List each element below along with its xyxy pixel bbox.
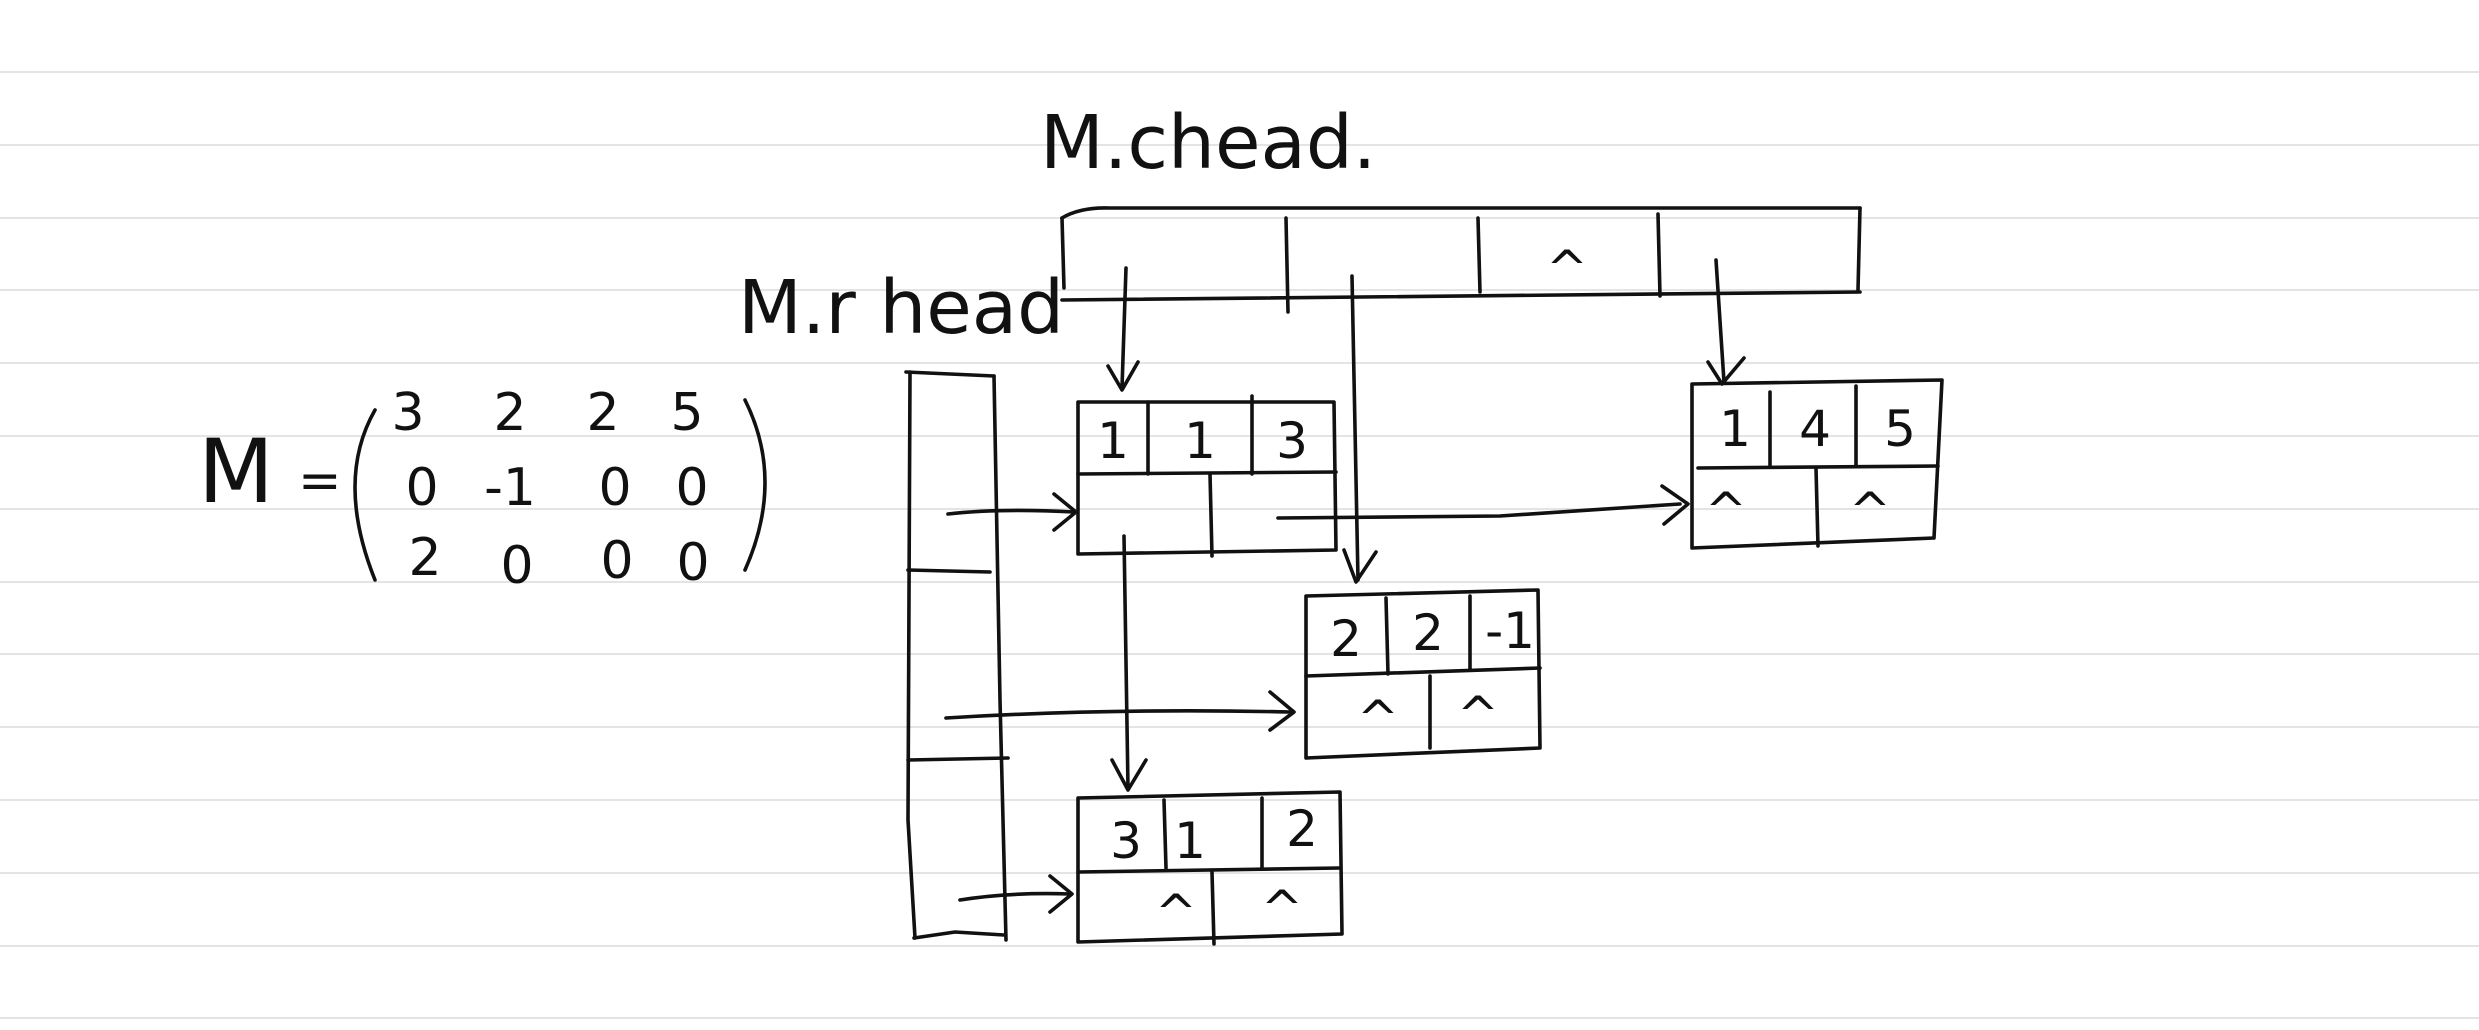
rhead-divider-1 bbox=[906, 568, 992, 574]
node-row3-col1-down-null: ^ bbox=[1155, 884, 1197, 942]
node-row1-col4-div3 bbox=[1814, 466, 1820, 548]
arrow-rhead-row3 bbox=[958, 891, 1072, 902]
node-row3-col1-split bbox=[1076, 866, 1342, 874]
node-row2-col2-down-null: ^ bbox=[1357, 690, 1399, 748]
node-row1-col4-frame bbox=[1690, 378, 1944, 550]
node-row1-col4: 1 4 5 ^ ^ bbox=[1690, 378, 1944, 550]
rhead-bottom-border bbox=[912, 930, 1006, 940]
node-row3-col1-div3 bbox=[1210, 870, 1216, 946]
arrow-chead-col4 bbox=[1714, 258, 1726, 384]
node-row1-col1-row: 1 bbox=[1097, 412, 1129, 470]
chead-left-border bbox=[1060, 216, 1066, 290]
arrow-rhead-row1 bbox=[946, 508, 1076, 516]
node-row2-col2-split bbox=[1304, 666, 1542, 678]
matrix-left-paren bbox=[353, 408, 377, 582]
matrix-cell-r1c3: 2 bbox=[586, 383, 619, 443]
node-row3-col1-row: 3 bbox=[1110, 812, 1142, 870]
arrow-rhead-row1-head bbox=[1052, 492, 1078, 532]
node-row1-col4-row: 1 bbox=[1719, 400, 1751, 458]
chead-divider-3 bbox=[1656, 212, 1662, 298]
arrow-chead-col4-head bbox=[1706, 356, 1746, 386]
chead-cell-null: ^ bbox=[1546, 240, 1588, 298]
node-row2-col2-div1 bbox=[1384, 596, 1390, 676]
matrix-cell-r1c2: 2 bbox=[493, 383, 526, 443]
arrow-chead-col1 bbox=[1120, 266, 1128, 390]
chead-divider-2 bbox=[1476, 216, 1482, 294]
ruled-lines bbox=[0, 71, 2479, 1019]
matrix-cell-r1c4: 5 bbox=[670, 383, 703, 443]
arrow-node11-right bbox=[1276, 502, 1682, 520]
node-row1-col1-div3 bbox=[1208, 472, 1214, 558]
node-row1-col1: 1 1 3 bbox=[1076, 394, 1338, 558]
chead-bottom-border bbox=[1060, 290, 1862, 302]
pointer-arrows bbox=[944, 258, 1746, 914]
arrow-rhead-row3-head bbox=[1048, 874, 1074, 914]
chead-right-border bbox=[1856, 206, 1862, 292]
node-row2-col2-val: -1 bbox=[1485, 602, 1535, 660]
matrix-cell-r1c1: 3 bbox=[391, 383, 424, 443]
matrix-equals: = bbox=[298, 451, 342, 511]
matrix-cell-r2c3: 0 bbox=[598, 458, 631, 518]
rhead-top-border bbox=[904, 370, 996, 378]
matrix-cell-r2c2: -1 bbox=[484, 458, 536, 518]
node-row1-col1-val: 3 bbox=[1276, 412, 1308, 470]
node-row2-col2: 2 2 -1 ^ ^ bbox=[1304, 588, 1542, 760]
node-row3-col1-right-null: ^ bbox=[1261, 880, 1303, 938]
node-row2-col2-right-null: ^ bbox=[1457, 686, 1499, 744]
node-row3-col1-frame bbox=[1076, 790, 1344, 944]
arrow-chead-col2-head bbox=[1342, 548, 1378, 584]
matrix-cell-r3c1: 2 bbox=[408, 528, 441, 588]
matrix-cell-r3c2: 0 bbox=[500, 536, 533, 596]
matrix-cell-r3c3: 0 bbox=[600, 531, 633, 591]
chead-top-border bbox=[1060, 206, 1862, 220]
node-row3-col1-col: 1 bbox=[1174, 812, 1206, 870]
node-row3-col1-val: 2 bbox=[1286, 800, 1318, 858]
arrow-node11-right-head bbox=[1660, 484, 1690, 526]
arrow-rhead-row2-head bbox=[1268, 690, 1296, 732]
arrow-node11-down-head bbox=[1110, 758, 1148, 792]
rhead-label: M.r head bbox=[738, 265, 1064, 351]
chead-array: ^ bbox=[1060, 206, 1862, 314]
node-row1-col1-split bbox=[1076, 470, 1338, 476]
node-row1-col4-split bbox=[1696, 464, 1940, 470]
matrix-right-paren bbox=[743, 398, 767, 572]
rhead-divider-2 bbox=[906, 756, 1010, 762]
arrow-chead-col2 bbox=[1350, 274, 1360, 582]
arrow-chead-col1-head bbox=[1106, 360, 1140, 392]
matrix-cell-r3c4: 0 bbox=[676, 533, 709, 593]
matrix-cell-r2c4: 0 bbox=[675, 458, 708, 518]
arrow-node11-down bbox=[1122, 534, 1130, 790]
node-row3-col1-div1 bbox=[1162, 798, 1168, 870]
node-row1-col1-col: 1 bbox=[1184, 412, 1216, 470]
node-row1-col4-right-null: ^ bbox=[1849, 482, 1891, 540]
matrix-cell-r2c1: 0 bbox=[405, 458, 438, 518]
node-row1-col4-val: 5 bbox=[1884, 400, 1916, 458]
rhead-array bbox=[904, 370, 1010, 942]
node-row2-col2-col: 2 bbox=[1412, 604, 1444, 662]
node-row2-col2-row: 2 bbox=[1330, 610, 1362, 668]
arrow-rhead-row2 bbox=[944, 709, 1292, 720]
chead-divider-1 bbox=[1284, 216, 1290, 314]
matrix-name: M bbox=[198, 420, 274, 523]
node-row1-col4-col: 4 bbox=[1799, 400, 1831, 458]
rhead-left-border bbox=[906, 370, 917, 940]
node-row1-col1-frame bbox=[1076, 400, 1338, 556]
node-row2-col2-frame bbox=[1304, 588, 1542, 760]
node-row1-col4-down-null: ^ bbox=[1705, 482, 1747, 540]
chead-label: M.chead. bbox=[1040, 100, 1376, 186]
node-row3-col1: 3 1 2 ^ ^ bbox=[1076, 790, 1344, 946]
rhead-right-border bbox=[992, 374, 1008, 942]
matrix-m: M = 3 2 2 5 0 -1 0 0 2 0 0 0 bbox=[198, 383, 767, 596]
